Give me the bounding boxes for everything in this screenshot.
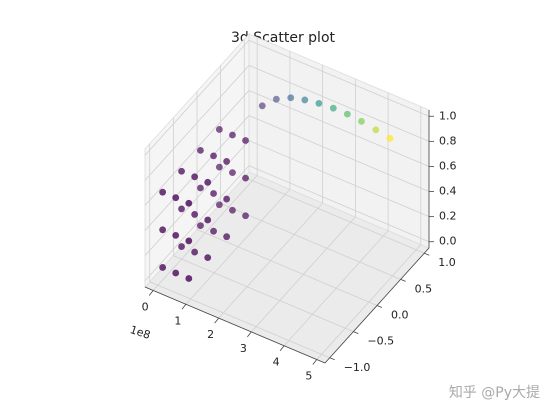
tick-mark [312, 359, 318, 365]
point [204, 254, 212, 261]
point [215, 163, 223, 171]
y-axis [324, 247, 430, 364]
grid-line [248, 115, 430, 192]
tick-mark [376, 305, 383, 308]
point [215, 201, 223, 209]
watermark: 知乎 @Py大提 [449, 384, 540, 401]
point [287, 94, 295, 102]
point [178, 205, 185, 213]
z-tick-label: 1.0 [439, 109, 457, 122]
tick-mark [279, 345, 285, 351]
point [172, 269, 180, 277]
tick-mark [148, 290, 154, 296]
point [185, 237, 193, 245]
point [210, 152, 217, 160]
point [223, 233, 231, 241]
point [258, 102, 266, 110]
y-tick-label: −0.5 [367, 335, 394, 348]
point [242, 137, 249, 144]
point [386, 134, 394, 142]
x-axis [144, 286, 326, 364]
point [372, 126, 380, 134]
grid-line [248, 165, 430, 243]
y-tick-label: 0.0 [391, 309, 409, 322]
point [315, 99, 323, 107]
point [191, 173, 199, 181]
point [185, 275, 193, 282]
point [178, 243, 185, 250]
y-tick-label: −1.0 [344, 361, 371, 374]
point [223, 195, 231, 203]
tick-mark [353, 331, 359, 335]
point [159, 188, 167, 196]
x-tick-label: 0 [142, 300, 149, 313]
tick-mark [424, 252, 430, 256]
point [223, 158, 231, 165]
point [178, 167, 185, 175]
grid-line [248, 64, 430, 142]
x-tick-label: 3 [240, 342, 247, 355]
point [197, 222, 204, 230]
grid-line [144, 65, 250, 181]
tick-mark [400, 278, 406, 282]
grid-line [144, 140, 250, 256]
grid-line [144, 165, 250, 281]
point [185, 199, 193, 207]
point [358, 117, 365, 125]
point [191, 248, 199, 256]
x-offset-label: 1e8 [128, 323, 152, 342]
grid-line [244, 176, 425, 254]
point [229, 206, 236, 214]
point [301, 96, 309, 104]
point [210, 190, 217, 197]
grid-line [196, 229, 378, 306]
point [229, 169, 236, 177]
grid-line [248, 140, 430, 218]
z-tick-label: 0.0 [439, 235, 457, 248]
point [197, 184, 204, 192]
point [172, 194, 180, 202]
point [197, 146, 204, 154]
point [204, 178, 212, 186]
grid-line [149, 281, 330, 359]
x-tick-label: 4 [273, 356, 280, 369]
tick-mark [181, 304, 187, 310]
point [215, 126, 223, 133]
grid-line [248, 39, 430, 117]
point [329, 104, 337, 112]
point [343, 110, 351, 118]
z-tick-label: 0.6 [439, 159, 457, 172]
grid-line [220, 202, 401, 280]
point [159, 264, 167, 271]
y-tick-label: 1.0 [438, 256, 456, 269]
grid-line [173, 255, 354, 333]
point [272, 95, 280, 103]
y-tick-label: 0.5 [415, 282, 433, 295]
point [172, 231, 180, 239]
point [159, 226, 167, 234]
grid-line [144, 40, 250, 156]
point [210, 227, 217, 235]
x-tick-label: 5 [305, 370, 312, 383]
point [242, 174, 249, 182]
point [204, 216, 212, 224]
point [191, 211, 199, 218]
z-tick-label: 0.2 [439, 210, 457, 223]
point [242, 212, 249, 220]
z-tick-label: 0.4 [439, 185, 457, 198]
tick-mark [214, 317, 219, 324]
grid-line [144, 90, 250, 206]
z-tick-label: 0.8 [439, 134, 457, 147]
grid-line [248, 90, 430, 167]
x-tick-label: 1 [174, 314, 181, 327]
x-tick-label: 2 [207, 328, 214, 341]
tick-mark [247, 331, 252, 338]
tick-mark [329, 357, 335, 361]
point [229, 131, 236, 139]
